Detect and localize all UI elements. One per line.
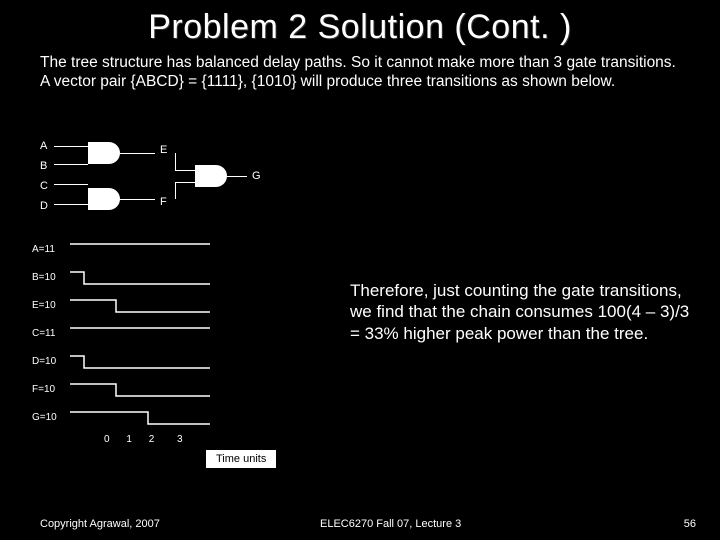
tick-3: 3 — [177, 434, 183, 445]
timing-label-e: E=10 — [32, 300, 68, 311]
intro-paragraph: The tree structure has balanced delay pa… — [0, 47, 720, 92]
footer-course: ELEC6270 Fall 07, Lecture 3 — [320, 518, 461, 530]
wave-c — [70, 322, 210, 348]
time-units-label: Time units — [206, 450, 276, 468]
wave-b — [70, 266, 210, 292]
signal-c-label: C — [40, 180, 48, 192]
timing-label-a: A=11 — [32, 244, 68, 255]
circuit-diagram: A B C D E F G — [40, 140, 300, 230]
slide-title: Problem 2 Solution (Cont. ) — [0, 0, 720, 47]
timing-diagram: A=11 B=10 E=10 C=11 D=10 F=10 G= — [32, 238, 272, 468]
wave-e — [70, 294, 210, 320]
timing-label-f: F=10 — [32, 384, 68, 395]
gate-f — [88, 188, 120, 210]
signal-g-label: G — [252, 170, 261, 182]
gate-g — [195, 165, 227, 187]
wave-d — [70, 350, 210, 376]
wave-f — [70, 378, 210, 404]
conclusion-paragraph: Therefore, just counting the gate transi… — [350, 280, 690, 344]
timing-label-c: C=11 — [32, 328, 68, 339]
timing-label-d: D=10 — [32, 356, 68, 367]
wave-a — [70, 238, 210, 264]
signal-e-label: E — [160, 144, 167, 156]
signal-f-label: F — [160, 196, 167, 208]
signal-b-label: B — [40, 160, 47, 172]
footer-copyright: Copyright Agrawal, 2007 — [40, 518, 160, 530]
tick-1: 1 — [126, 434, 132, 445]
signal-d-label: D — [40, 200, 48, 212]
timing-label-g: G=10 — [32, 412, 68, 423]
tick-0: 0 — [104, 434, 110, 445]
wave-g — [70, 406, 210, 432]
gate-e — [88, 142, 120, 164]
signal-a-label: A — [40, 140, 47, 152]
tick-2: 2 — [149, 434, 155, 445]
timing-label-b: B=10 — [32, 272, 68, 283]
footer-page-number: 56 — [684, 518, 696, 530]
time-axis: 0 1 2 3 — [70, 434, 197, 464]
